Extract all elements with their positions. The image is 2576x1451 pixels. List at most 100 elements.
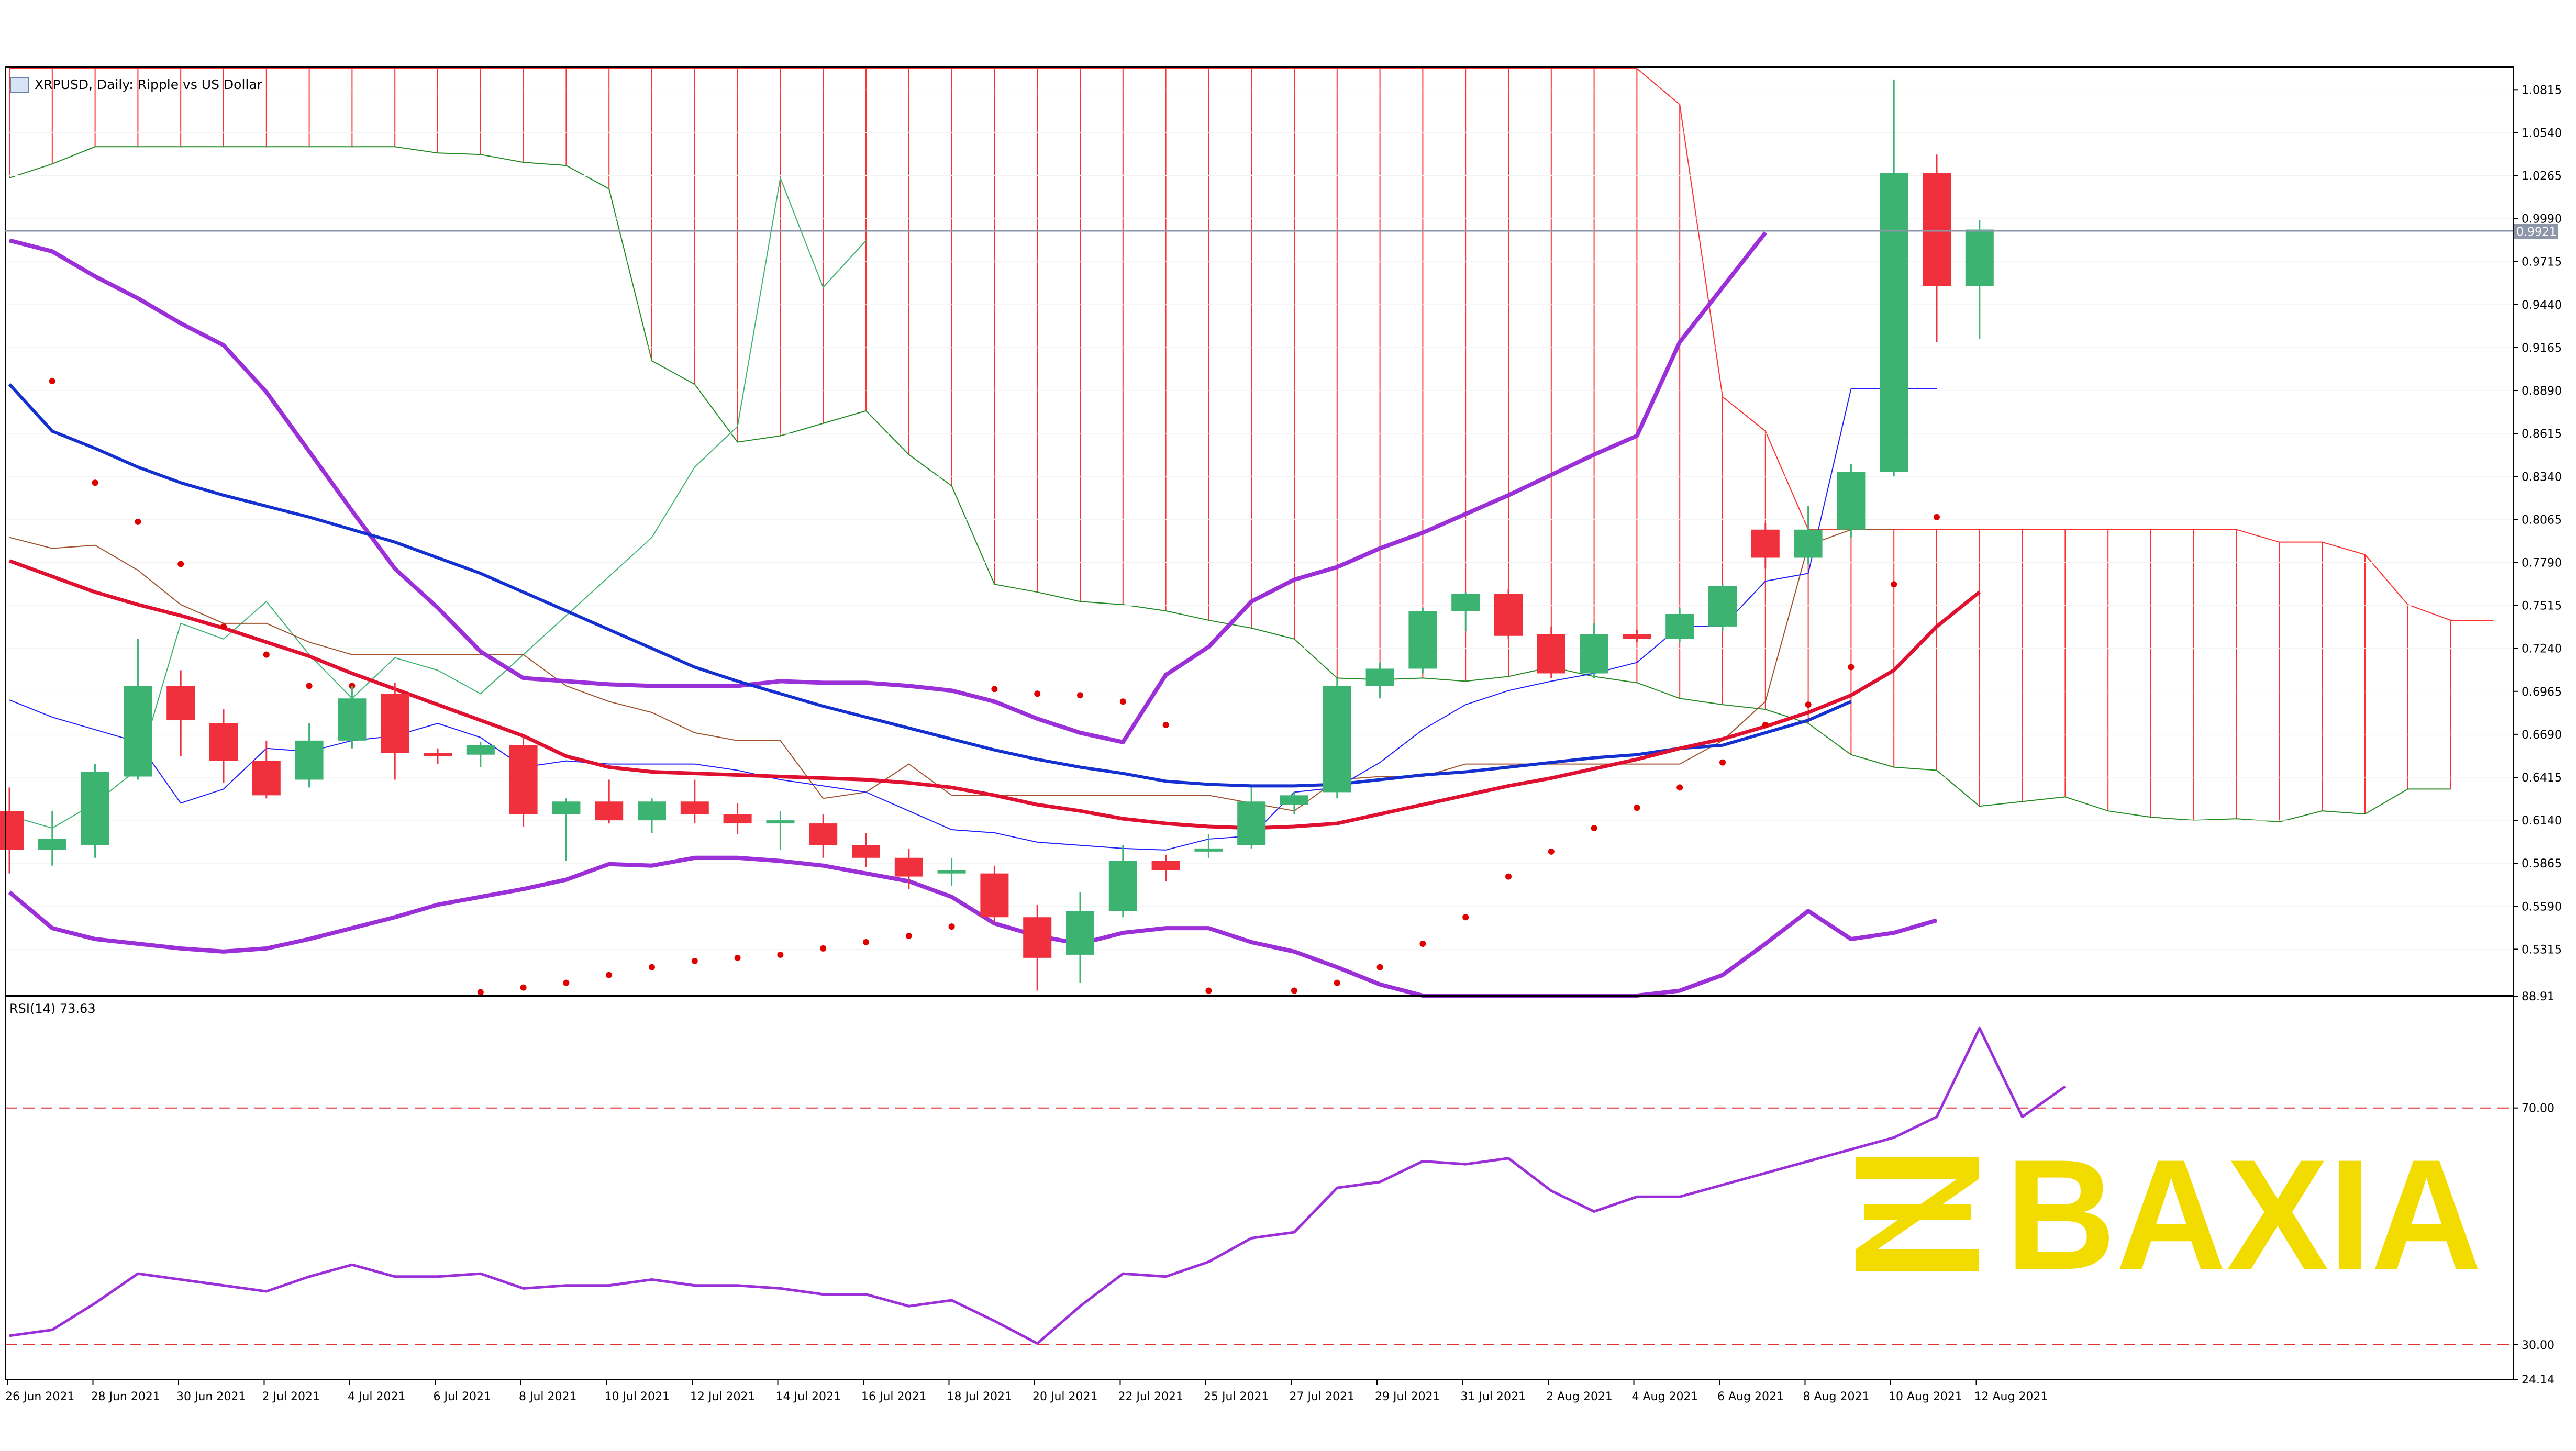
date-axis-label: 20 Jul 2021 [1032, 1390, 1098, 1403]
rsi-axis-label: 70.00 [2522, 1102, 2555, 1115]
price-axis-label: 1.0540 [2522, 127, 2562, 140]
date-axis-label: 4 Aug 2021 [1632, 1390, 1698, 1403]
sar-dot [1934, 514, 1940, 520]
date-axis-label: 10 Aug 2021 [1889, 1390, 1962, 1403]
date-axis-label: 22 Jul 2021 [1118, 1390, 1184, 1403]
sar-dot [1591, 825, 1597, 832]
sar-dot [220, 623, 227, 630]
sar-dot [734, 954, 741, 961]
parabolic-sar-layer [49, 378, 1940, 996]
bullish-candle [1194, 848, 1223, 852]
date-axis-label: 29 Jul 2021 [1375, 1390, 1440, 1403]
price-axis-label: 0.6140 [2522, 814, 2562, 828]
sar-dot [49, 378, 55, 385]
bearish-candle [1623, 634, 1651, 639]
price-axis-label: 0.6965 [2522, 686, 2562, 699]
price-axis-label: 0.6415 [2522, 772, 2562, 785]
date-axis-label: 8 Jul 2021 [519, 1390, 577, 1403]
bullish-candle [338, 698, 367, 741]
bullish-candle [1665, 613, 1694, 639]
bullish-candle [1880, 173, 1908, 472]
rsi-axis-label: 24.14 [2522, 1374, 2555, 1387]
sar-dot [820, 945, 827, 952]
date-axis-label: 2 Jul 2021 [262, 1390, 320, 1403]
price-axis-label: 0.8065 [2522, 514, 2562, 527]
bearish-candle [595, 801, 624, 821]
bullish-candle [552, 801, 581, 814]
date-axis-label: 4 Jul 2021 [348, 1390, 406, 1403]
sar-dot [1634, 805, 1640, 811]
date-axis-label: 2 Aug 2021 [1546, 1390, 1613, 1403]
sar-dot [1034, 690, 1041, 697]
sar-dot [520, 984, 527, 991]
sar-dot [1077, 692, 1083, 699]
price-axis-label: 0.9165 [2522, 342, 2562, 355]
bullish-candle [1323, 686, 1351, 793]
chart-title: XRPUSD, Daily: Ripple vs US Dollar [35, 77, 263, 92]
bullish-candle [81, 772, 109, 845]
sar-dot [1462, 914, 1469, 921]
price-axis-label: 0.9990 [2522, 213, 2562, 226]
date-axis-label: 18 Jul 2021 [947, 1390, 1013, 1403]
date-axis-label: 30 Jun 2021 [176, 1390, 246, 1403]
bullish-candle [1794, 529, 1823, 558]
bullish-candle [638, 801, 666, 821]
tenkan-sen-line [9, 388, 1937, 851]
current-price-tag: 0.9921 [2514, 224, 2558, 239]
current-price-text: 0.9921 [2516, 226, 2557, 239]
bearish-candle [0, 811, 24, 850]
candles-layer [0, 79, 1994, 991]
sar-dot [177, 561, 184, 567]
axes-layer: 1.0815 1.0540 1.0265 0.9990 0.9715 0.9440 0.91… [5, 84, 2562, 1403]
sar-dot [263, 651, 270, 658]
bullish-candle [1451, 594, 1480, 611]
chart-frame [5, 66, 2514, 1380]
bearish-candle [1494, 594, 1523, 636]
senkou-span-a-line [9, 68, 2494, 621]
date-axis-label: 31 Jul 2021 [1461, 1390, 1526, 1403]
bearish-candle [209, 723, 238, 761]
price-axis-label: 0.6690 [2522, 729, 2562, 742]
sar-dot [606, 972, 613, 978]
sar-dot [905, 933, 912, 940]
baxia-logo-mark [1856, 1157, 1979, 1271]
sar-dot [691, 957, 698, 964]
sar-dot [1762, 721, 1769, 728]
sar-dot [563, 979, 570, 986]
bearish-candle [1151, 861, 1180, 870]
sar-dot [991, 686, 998, 693]
sar-dot [1291, 987, 1297, 994]
header: XRPUSD, Daily: Ripple vs US Dollar RSI(1… [9, 77, 263, 1016]
date-axis-label: 12 Jul 2021 [690, 1390, 756, 1403]
bullish-candle [1837, 472, 1866, 530]
sar-dot [1119, 698, 1126, 705]
bearish-candle [424, 753, 452, 756]
sar-dot [948, 923, 955, 930]
bearish-candle [723, 814, 752, 824]
price-axis-label: 0.9715 [2522, 256, 2562, 269]
kijun-sen-line [9, 529, 1894, 812]
bearish-candle [894, 857, 923, 877]
rsi-line [9, 1026, 2066, 1345]
date-axis-label: 14 Jul 2021 [776, 1390, 841, 1403]
price-grid [5, 89, 2513, 950]
sar-dot [777, 951, 784, 958]
sar-dot [1848, 664, 1855, 671]
sar-dot [1505, 873, 1512, 880]
bullish-candle [1708, 586, 1737, 627]
sar-dot [863, 939, 869, 945]
bullish-candle [766, 820, 795, 824]
sar-dot [649, 964, 655, 970]
price-axis-label: 1.0815 [2522, 84, 2562, 97]
chikou-span-line [9, 177, 867, 829]
sar-dot [1805, 701, 1812, 708]
bearish-candle [980, 873, 1009, 918]
price-axis-label: 0.5315 [2522, 943, 2562, 956]
bullish-candle [1965, 229, 1994, 286]
bullish-candle [1408, 611, 1437, 669]
sar-dot [1891, 581, 1897, 588]
price-axis-label: 0.8890 [2522, 385, 2562, 398]
bullish-candle [1237, 801, 1266, 845]
sar-dot [1162, 721, 1169, 728]
